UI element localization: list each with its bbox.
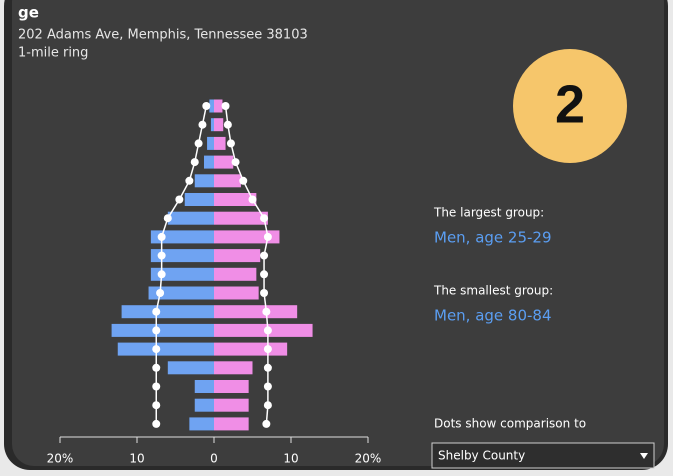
comparison-dot [152, 419, 161, 428]
comparison-dot [157, 251, 166, 260]
bar [214, 230, 280, 244]
bar [214, 155, 234, 169]
comparison-dot [262, 307, 271, 316]
comparison-dot [239, 176, 248, 185]
bar [150, 267, 214, 281]
bar [194, 380, 214, 393]
bar [214, 286, 259, 300]
bar [194, 174, 214, 188]
annotation-label: The smallest group: [433, 284, 553, 298]
bar [214, 398, 249, 412]
x-tick-label: 20% [355, 452, 382, 466]
bar [207, 136, 214, 150]
comparison-dot [198, 120, 207, 129]
bar [167, 361, 214, 375]
bar [214, 118, 224, 132]
comparison-dot [260, 289, 269, 297]
comparison-dot [262, 419, 271, 428]
comparison-dot [152, 326, 161, 335]
comparison-dot [194, 139, 203, 148]
badge-number: 2 [555, 74, 585, 134]
annotation-value: Men, age 25-29 [434, 229, 552, 247]
bar [214, 99, 223, 113]
badge [513, 49, 627, 163]
comparison-dot [152, 382, 161, 391]
bar [210, 118, 214, 132]
bar [214, 136, 226, 150]
bar [214, 193, 257, 206]
chart-title: ge [18, 4, 39, 22]
bar [184, 193, 214, 206]
annotation-value: Men, age 80-84 [434, 307, 552, 325]
select-value: Shelby County [438, 449, 525, 463]
bar [209, 99, 214, 113]
bar [214, 380, 249, 393]
comparison-dot [152, 401, 161, 410]
comparison-dot [248, 195, 257, 204]
bar [203, 155, 214, 169]
comparison-dot [263, 345, 272, 354]
comparison-dot [185, 176, 194, 185]
bar [214, 211, 268, 225]
comparison-label: Dots show comparison to [434, 417, 586, 431]
bar [214, 249, 261, 263]
comparison-dot [175, 195, 184, 204]
comparison-dot [152, 307, 161, 316]
comparison-dot [221, 102, 230, 110]
bar [167, 211, 214, 225]
x-tick-label: 20% [47, 452, 74, 466]
bar [189, 417, 214, 431]
bar [214, 305, 298, 319]
comparison-dot [163, 214, 172, 223]
comparison-select[interactable] [431, 442, 655, 469]
comparison-dot [231, 158, 240, 167]
comparison-dot [202, 102, 211, 110]
comparison-dot [263, 382, 272, 391]
comparison-dot [190, 158, 199, 167]
bar [117, 342, 214, 356]
comparison-dot [152, 345, 161, 354]
comparison-dot [152, 363, 161, 372]
bar [214, 342, 288, 356]
bar [214, 361, 253, 375]
comparison-dot [157, 270, 166, 279]
bar [194, 398, 214, 412]
bar [111, 323, 214, 337]
comparison-dot [263, 363, 272, 372]
x-tick-label: 10 [283, 452, 298, 466]
select-arrow [640, 453, 648, 459]
comparison-dot [263, 401, 272, 410]
bar [148, 286, 214, 300]
bar [121, 305, 214, 319]
bar [214, 417, 249, 431]
comparison-dot [260, 251, 269, 260]
comparison-dot [157, 232, 166, 241]
bar [214, 323, 313, 337]
ring: 1-mile ring [18, 46, 88, 61]
x-tick-label: 0 [210, 452, 218, 466]
comparison-dot [223, 120, 232, 129]
comparison-dot [260, 270, 269, 279]
address: 202 Adams Ave, Memphis, Tennessee 38103 [18, 28, 308, 43]
comparison-dot [260, 214, 269, 223]
bar [214, 267, 257, 281]
comparison-dot [156, 289, 165, 297]
comparison-dot [263, 232, 272, 241]
x-tick-label: 10 [129, 452, 144, 466]
bar [150, 230, 214, 244]
comparison-dot [263, 326, 272, 335]
comparison-dot [226, 139, 235, 148]
bar [150, 249, 214, 263]
bar [214, 174, 241, 188]
annotation-label: The largest group: [433, 206, 544, 220]
